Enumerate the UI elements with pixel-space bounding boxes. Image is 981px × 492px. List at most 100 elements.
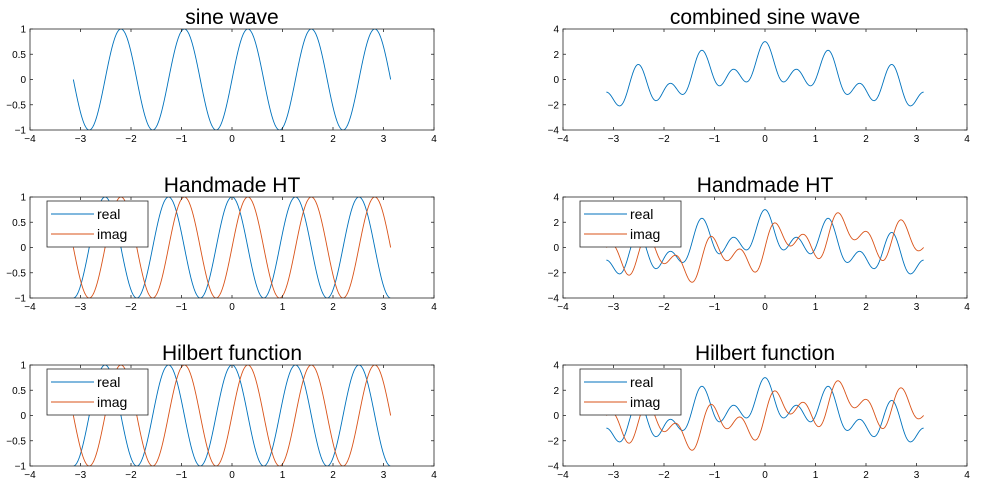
y-tick-label: 4 [553, 25, 559, 36]
x-tick-label: 1 [813, 134, 819, 145]
x-tick-label: −1 [176, 302, 188, 313]
x-tick-label: −3 [608, 134, 620, 145]
y-tick-label: −4 [548, 462, 560, 473]
series-line-imag [606, 380, 924, 451]
legend: real imag [579, 200, 682, 248]
legend-label-imag: imag [630, 394, 660, 410]
x-tick-label: 2 [863, 302, 869, 313]
subplot-1: −4 −3 −2 −1 0 1 2 3 4 1 0.5 0 −0.5 −1 sine wave [6, 6, 437, 145]
x-tick-label: 0 [229, 134, 235, 145]
y-tick-label: 0.5 [12, 386, 26, 397]
x-tick-label: 1 [280, 134, 286, 145]
x-tick-label: −2 [658, 302, 670, 313]
subplot-6: −4 −3 −2 −1 0 1 2 3 4 4 2 0 −2 −4 Hilbert function real… [548, 342, 971, 481]
x-tick-label: −2 [125, 134, 137, 145]
y-tick-label: −2 [548, 436, 560, 447]
series-line-real [73, 197, 391, 298]
legend-label-real: real [630, 374, 653, 390]
y-tick-label: 2 [553, 386, 559, 397]
x-tick-label: −1 [709, 470, 721, 481]
y-tick-label: 4 [553, 193, 559, 204]
y-tick-label: 2 [553, 218, 559, 229]
x-tick-label: 2 [330, 134, 336, 145]
series-line-real [606, 377, 924, 443]
legend-label-real: real [630, 206, 653, 222]
legend: real imag [46, 200, 149, 248]
x-tick-label: 3 [914, 302, 920, 313]
x-tick-label: 1 [280, 470, 286, 481]
x-tick-label: 2 [863, 470, 869, 481]
legend: real imag [579, 368, 682, 416]
y-tick-label: −0.5 [6, 100, 26, 111]
x-tick-label: 4 [964, 134, 970, 145]
y-tick-label: 1 [20, 193, 26, 204]
subplot-3: −4 −3 −2 −1 0 1 2 3 4 1 0.5 0 −0.5 −1 Handmade HT real i… [6, 174, 437, 313]
x-tick-label: 0 [229, 302, 235, 313]
x-tick-label: −3 [75, 134, 87, 145]
legend-box [46, 368, 149, 416]
x-tick-label: 2 [330, 470, 336, 481]
x-tick-label: −4 [557, 302, 569, 313]
legend-box [46, 200, 149, 248]
series-line-series-1 [72, 29, 392, 130]
x-tick-label: 3 [381, 470, 387, 481]
x-tick-label: 4 [964, 470, 970, 481]
y-tick-label: 1 [20, 361, 26, 372]
x-tick-label: −4 [24, 134, 36, 145]
y-tick-label: −1 [15, 126, 27, 137]
x-tick-label: 4 [964, 302, 970, 313]
y-tick-label: 0 [20, 243, 26, 254]
series-line-imag [606, 212, 924, 283]
chart-title: Hilbert function [695, 342, 835, 365]
legend-label-imag: imag [97, 226, 127, 242]
chart-title: Handmade HT [697, 174, 834, 197]
x-tick-label: −3 [608, 302, 620, 313]
legend-label-imag: imag [97, 394, 127, 410]
x-tick-label: 3 [381, 134, 387, 145]
x-tick-label: −4 [24, 302, 36, 313]
subplot-4: −4 −3 −2 −1 0 1 2 3 4 4 2 0 −2 −4 Handmade HT real imag [548, 174, 971, 313]
x-tick-label: −1 [709, 302, 721, 313]
series-line-real [606, 209, 924, 275]
x-tick-label: −2 [125, 302, 137, 313]
x-tick-label: 0 [762, 470, 768, 481]
y-tick-label: 2 [553, 50, 559, 61]
x-tick-label: 1 [813, 470, 819, 481]
x-tick-label: 3 [914, 134, 920, 145]
x-tick-label: −3 [75, 302, 87, 313]
y-tick-label: 0 [553, 243, 559, 254]
chart-title: Handmade HT [164, 174, 301, 197]
y-tick-label: −2 [548, 268, 560, 279]
y-tick-label: 0 [20, 75, 26, 86]
x-tick-label: −1 [709, 134, 721, 145]
chart-title: Hilbert function [162, 342, 302, 365]
x-tick-label: −4 [557, 470, 569, 481]
y-tick-label: −0.5 [6, 436, 26, 447]
series-line-real [73, 365, 391, 466]
x-tick-label: −4 [24, 470, 36, 481]
legend-box [579, 200, 682, 248]
y-tick-label: 0 [553, 75, 559, 86]
legend-label-real: real [97, 206, 120, 222]
x-tick-label: −2 [658, 470, 670, 481]
y-tick-label: −4 [548, 294, 560, 305]
x-tick-label: 4 [431, 134, 437, 145]
legend-label-imag: imag [630, 226, 660, 242]
y-tick-label: −4 [548, 126, 560, 137]
series-line-series-1 [606, 41, 924, 107]
x-tick-label: 2 [330, 302, 336, 313]
chart-title: combined sine wave [670, 6, 860, 29]
x-tick-label: −2 [658, 134, 670, 145]
x-tick-label: 4 [431, 302, 437, 313]
y-tick-label: −2 [548, 100, 560, 111]
x-tick-label: −4 [557, 134, 569, 145]
legend-box [579, 368, 682, 416]
x-tick-label: −3 [75, 470, 87, 481]
y-tick-label: 0 [20, 411, 26, 422]
subplot-5: −4 −3 −2 −1 0 1 2 3 4 1 0.5 0 −0.5 −1 Hilbert function… [6, 342, 437, 481]
x-tick-label: 0 [229, 470, 235, 481]
y-tick-label: 1 [20, 25, 26, 36]
x-tick-label: −1 [176, 470, 188, 481]
x-tick-label: 0 [762, 302, 768, 313]
